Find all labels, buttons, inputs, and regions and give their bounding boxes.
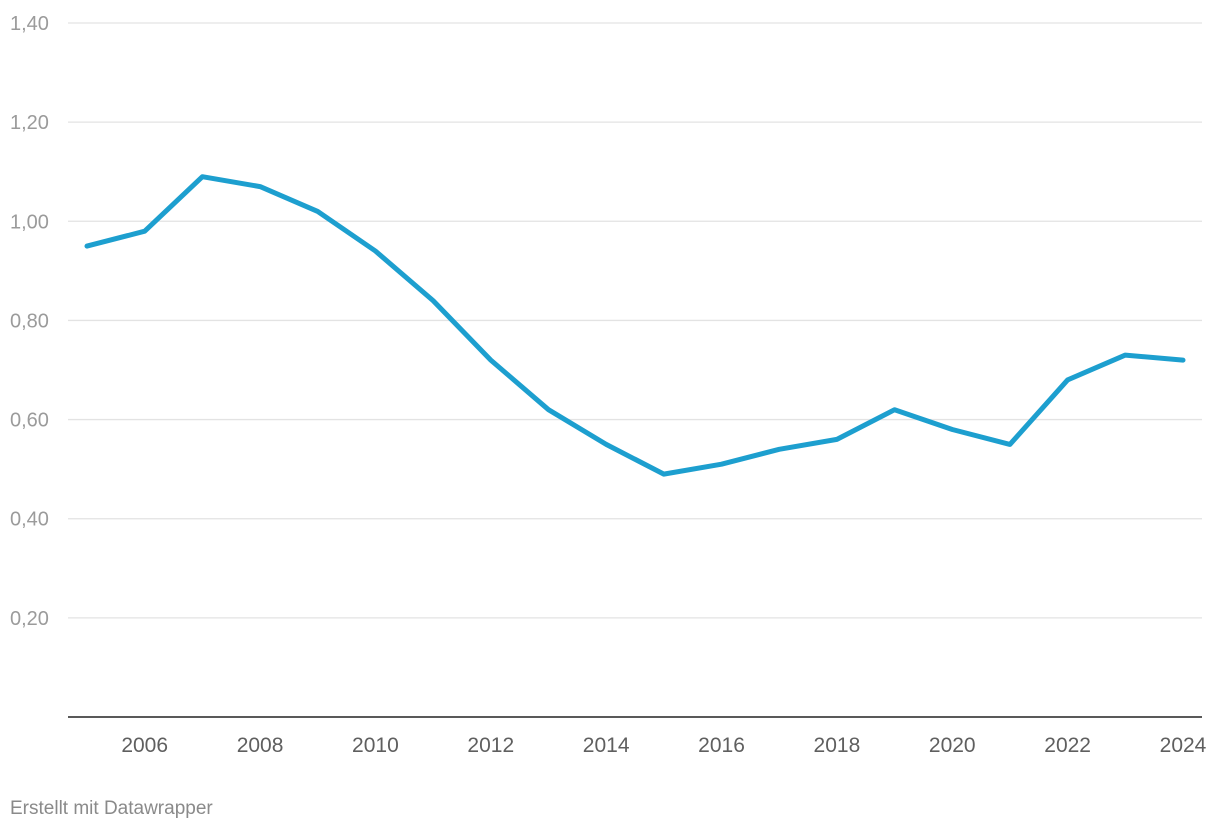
line-chart: 0,20 0,40 0,60 0,80 1,00 1,20 1,40 2006 2008 201… [10, 13, 1207, 757]
datawrapper-credit: Erstellt mit Datawrapper [10, 798, 213, 819]
y-axis-tick-labels: 0,20 0,40 0,60 0,80 1,00 1,20 1,40 [10, 13, 49, 630]
y-tick-label: 1,20 [10, 112, 49, 134]
x-tick-label: 2008 [237, 734, 284, 757]
x-tick-label: 2010 [352, 734, 399, 757]
y-tick-label: 0,80 [10, 310, 49, 332]
y-tick-label: 0,60 [10, 410, 49, 432]
x-tick-label: 2006 [121, 734, 168, 757]
x-tick-label: 2022 [1044, 734, 1091, 757]
series-line [84, 174, 1186, 477]
y-tick-label: 0,20 [10, 608, 49, 630]
x-tick-label: 2014 [583, 734, 630, 757]
series-lines [84, 174, 1186, 477]
x-tick-label: 2024 [1160, 734, 1207, 757]
grid-lines [68, 22, 1202, 619]
x-tick-label: 2020 [929, 734, 976, 757]
y-tick-label: 1,00 [10, 211, 49, 233]
y-tick-label: 0,40 [10, 509, 49, 531]
x-tick-label: 2016 [698, 734, 745, 757]
y-tick-label: 1,40 [10, 13, 49, 35]
x-tick-label: 2018 [814, 734, 861, 757]
x-tick-label: 2012 [467, 734, 514, 757]
x-axis-tick-labels: 2006 2008 2010 2012 2014 2016 2018 2020 2022 2024 [121, 734, 1206, 757]
